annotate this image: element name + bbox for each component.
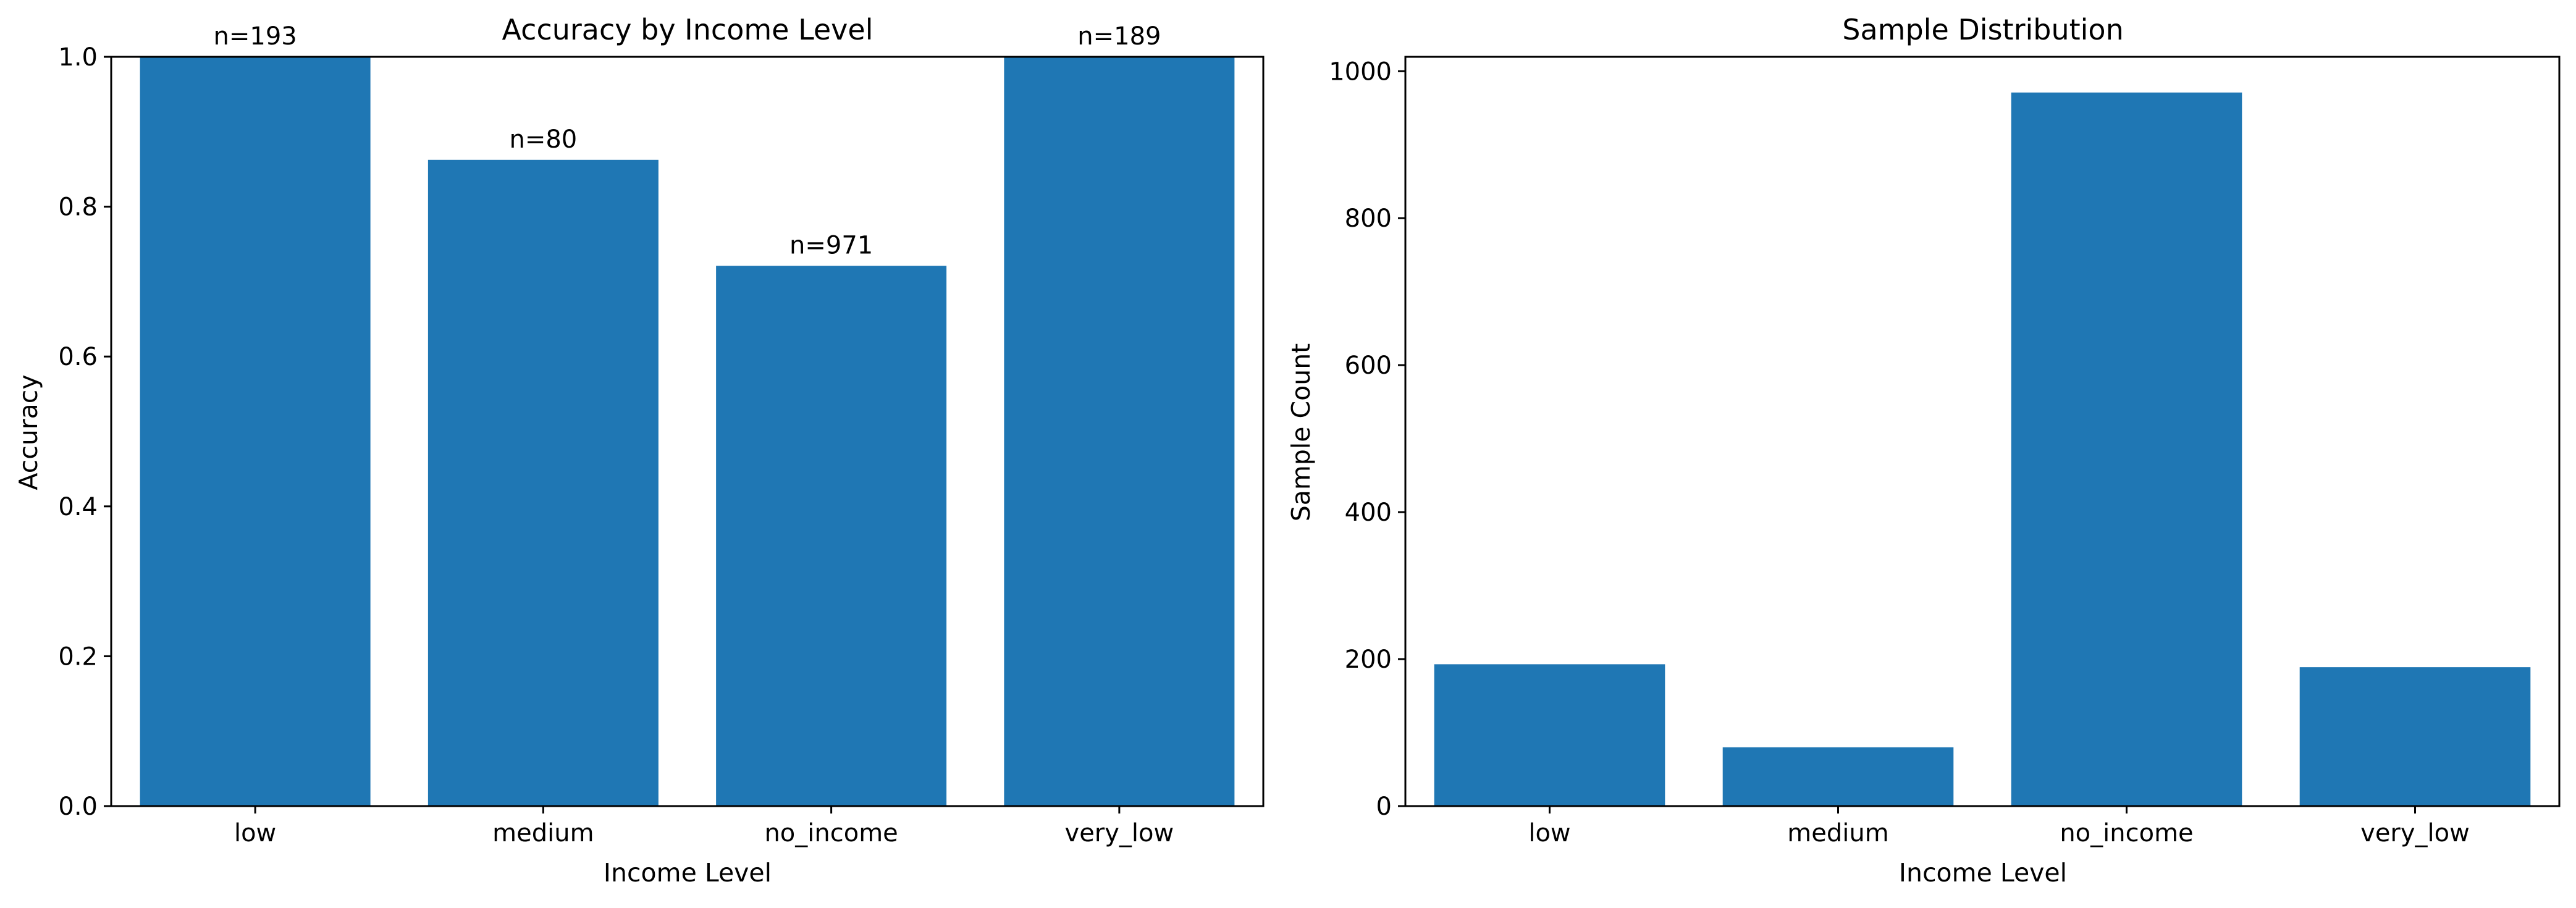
- y-tick-label: 800: [1345, 204, 1392, 233]
- x-tick-label: low: [234, 819, 276, 847]
- bar: [716, 266, 947, 806]
- plot-area: n=193 n=80 n=971 n=189 low medium no_income ver…: [58, 22, 1265, 847]
- x-tick-label: very_low: [1065, 819, 1174, 847]
- x-tick-label: low: [1528, 819, 1570, 847]
- bar: [1722, 747, 1954, 806]
- y-axis-label: Sample Count: [1286, 343, 1316, 522]
- bar: [1434, 664, 1665, 806]
- y-tick-label: 0.8: [58, 193, 98, 222]
- bar: [2299, 667, 2531, 806]
- y-tick-label: 600: [1345, 351, 1392, 380]
- y-axis-label: Accuracy: [14, 374, 43, 490]
- accuracy-chart: Accuracy by Income Level Income Level Ac…: [14, 13, 1265, 888]
- x-tick-label: medium: [1787, 819, 1888, 847]
- x-axis-label: Income Level: [604, 858, 772, 888]
- x-tick-label: very_low: [2360, 819, 2470, 847]
- x-axis-label: Income Level: [1899, 858, 2067, 888]
- y-tick-label: 1.0: [58, 43, 98, 72]
- chart-title: Accuracy by Income Level: [502, 13, 873, 46]
- y-tick-label: 0.6: [58, 343, 98, 371]
- axes-frame: [110, 56, 1265, 807]
- bar-annotation: n=80: [509, 125, 577, 154]
- bar-annotation: n=189: [1077, 22, 1161, 51]
- y-tick-label: 0.2: [58, 642, 98, 671]
- plot-area: low medium no_income very_low 0 200 400 600 800 1…: [1329, 56, 2561, 847]
- x-tick-label: medium: [492, 819, 594, 847]
- y-tick-label: 400: [1345, 498, 1392, 527]
- chart-title: Sample Distribution: [1842, 13, 2123, 46]
- bar: [1004, 57, 1235, 806]
- axes-frame: [1404, 56, 2561, 807]
- bar-annotation: n=971: [789, 231, 873, 259]
- y-tick-label: 0: [1376, 792, 1392, 821]
- y-tick-label: 0.0: [58, 792, 98, 821]
- x-tick-label: no_income: [764, 819, 898, 847]
- bar: [140, 57, 371, 806]
- y-tick-label: 200: [1345, 645, 1392, 674]
- x-tick-label: no_income: [2060, 819, 2193, 847]
- y-tick-label: 0.4: [58, 493, 98, 521]
- sample-distribution-chart: Sample Distribution Income Level Sample …: [1286, 13, 2561, 888]
- bar: [427, 159, 659, 806]
- bar-annotation: n=193: [214, 22, 297, 51]
- bar: [2011, 92, 2242, 806]
- y-tick-label: 1000: [1329, 57, 1392, 86]
